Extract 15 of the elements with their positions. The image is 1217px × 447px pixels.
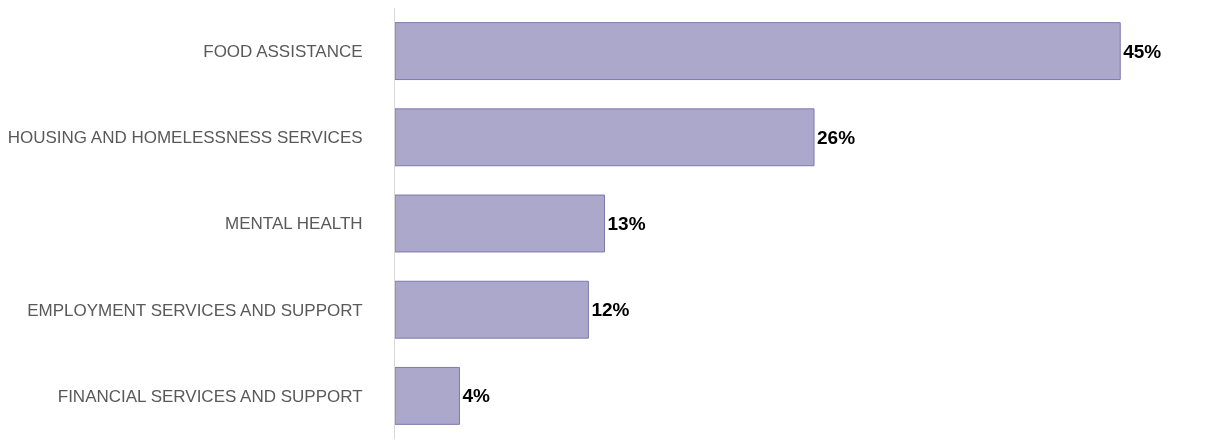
- data-label: 4%: [462, 385, 491, 407]
- y-tick-label: HOUSING AND HOMELESSNESS SERVICES: [7, 128, 363, 148]
- bar: [395, 22, 1121, 81]
- data-label: 12%: [591, 299, 630, 321]
- bar: [395, 108, 815, 167]
- y-tick-label: EMPLOYMENT SERVICES AND SUPPORT: [27, 300, 363, 320]
- bar: [395, 280, 589, 339]
- y-tick-label: FINANCIAL SERVICES AND SUPPORT: [57, 386, 363, 406]
- bar: [395, 194, 606, 253]
- bar: [395, 366, 460, 425]
- data-label: 13%: [607, 213, 646, 234]
- y-tick-label: FOOD ASSISTANCE: [203, 42, 363, 62]
- y-tick-label: MENTAL HEALTH: [225, 214, 363, 234]
- data-label: 45%: [1123, 40, 1162, 62]
- data-label: 26%: [817, 126, 856, 148]
